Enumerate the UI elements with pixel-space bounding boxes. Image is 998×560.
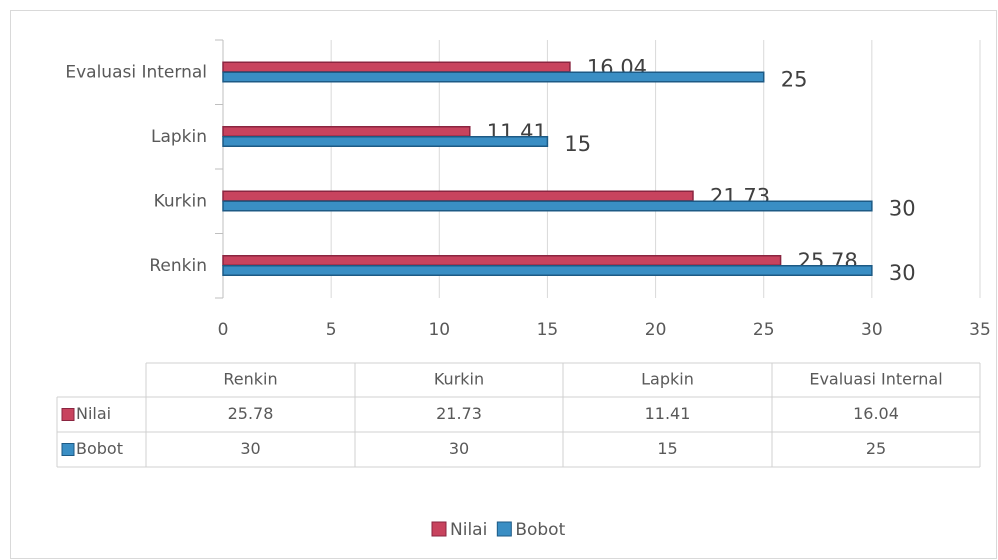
table-header: Lapkin xyxy=(641,370,694,389)
table-cell: 16.04 xyxy=(853,404,899,423)
bar xyxy=(222,71,765,83)
legend-label: Nilai xyxy=(450,520,487,540)
table-cell: 11.41 xyxy=(645,404,691,423)
y-tick-label: Lapkin xyxy=(151,127,207,147)
y-tick-label: Kurkin xyxy=(154,191,207,211)
table-cell: 30 xyxy=(449,439,469,458)
y-tick-label: Evaluasi Internal xyxy=(65,62,207,82)
data-label: 25 xyxy=(781,67,808,91)
bar xyxy=(222,126,471,137)
bar xyxy=(222,190,694,202)
x-tick-label: 25 xyxy=(753,320,775,340)
table-legend-key xyxy=(61,408,75,421)
table-header: Evaluasi Internal xyxy=(809,370,942,389)
table-cell: 25 xyxy=(866,439,886,458)
data-label: 15 xyxy=(564,132,591,156)
x-tick-label: 30 xyxy=(861,320,883,340)
bar xyxy=(222,136,549,147)
table-cell: 15 xyxy=(657,439,677,458)
table-header: Renkin xyxy=(223,370,277,389)
bar xyxy=(222,265,873,276)
table-cell: 25.78 xyxy=(228,404,274,423)
table-cell: 30 xyxy=(240,439,260,458)
x-tick-label: 20 xyxy=(645,320,667,340)
data-label: 30 xyxy=(889,196,916,220)
x-tick-label: 35 xyxy=(969,320,991,340)
table-row-label: Bobot xyxy=(76,439,123,458)
bar xyxy=(222,61,571,73)
table-legend-key xyxy=(61,443,75,456)
bar xyxy=(222,200,873,212)
legend-label: Bobot xyxy=(515,520,565,540)
chart-frame xyxy=(10,10,997,559)
legend-key xyxy=(496,521,512,537)
data-label: 30 xyxy=(889,261,916,285)
legend-key xyxy=(431,521,447,537)
x-tick-label: 15 xyxy=(537,320,559,340)
x-tick-label: 10 xyxy=(428,320,450,340)
bar xyxy=(222,255,782,266)
y-tick-label: Renkin xyxy=(149,256,207,276)
table-row-label: Nilai xyxy=(76,404,111,423)
table-cell: 21.73 xyxy=(436,404,482,423)
x-tick-label: 0 xyxy=(218,320,229,340)
x-tick-label: 5 xyxy=(326,320,337,340)
table-header: Kurkin xyxy=(434,370,484,389)
